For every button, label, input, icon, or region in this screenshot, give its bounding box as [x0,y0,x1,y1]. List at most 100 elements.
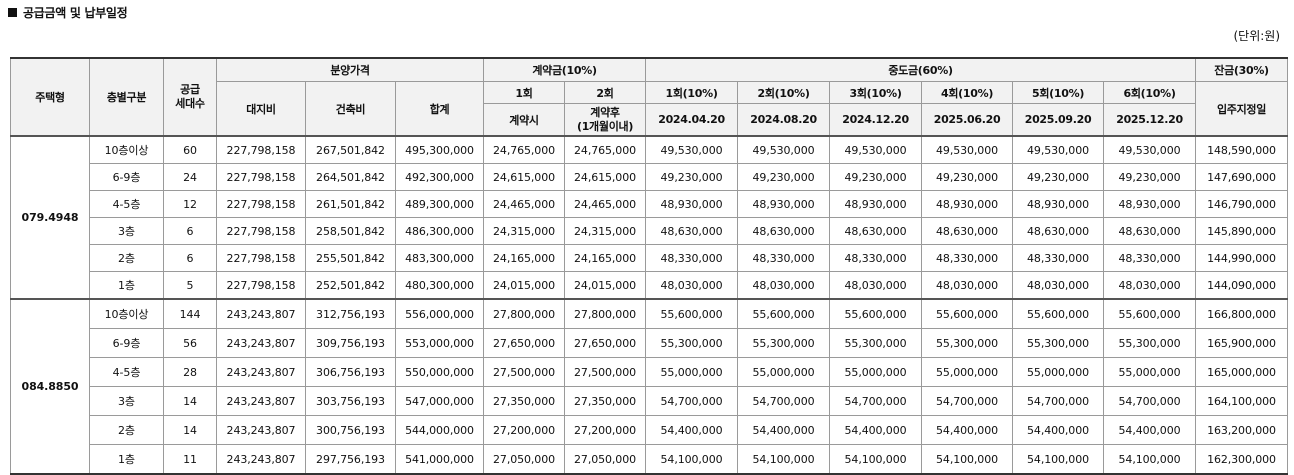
middle-payment-cell: 55,600,000 [1012,298,1105,329]
units-cell: 24 [163,163,217,191]
balance-cell: 144,090,000 [1195,271,1289,300]
deposit-1-cell: 24,765,000 [483,135,566,164]
middle-payment-cell: 55,000,000 [737,357,831,387]
middle-payment-cell: 54,400,000 [1012,415,1105,445]
balance-cell: 144,990,000 [1195,244,1289,272]
header-mid-date: 2024.08.20 [737,103,831,137]
middle-payment-cell: 54,400,000 [737,415,831,445]
middle-payment-cell: 55,000,000 [645,357,739,387]
deposit-2-cell: 24,315,000 [564,217,647,245]
middle-payment-cell: 48,330,000 [645,244,739,272]
deposit-2-cell: 27,650,000 [564,328,647,358]
header-dep2: 2회 [564,81,647,104]
middle-payment-cell: 48,930,000 [1012,190,1105,218]
header-units: 공급 세대수 [163,57,217,137]
middle-payment-cell: 48,330,000 [921,244,1014,272]
middle-payment-cell: 49,530,000 [1012,135,1105,164]
floor-cell: 2층 [89,244,164,272]
deposit-2-cell: 24,015,000 [564,271,647,300]
middle-payment-cell: 49,530,000 [645,135,739,164]
deposit-1-cell: 24,615,000 [483,163,566,191]
deposit-2-cell: 24,465,000 [564,190,647,218]
table-row: 1층 5 227,798,158 252,501,842 480,300,000 24,0… [11,271,1289,300]
units-cell: 14 [163,386,217,416]
building-cost-cell: 258,501,842 [305,217,396,245]
header-mid-label: 3회(10%) [829,81,923,104]
middle-payment-cell: 55,600,000 [829,298,923,329]
table-row: 079.4948 10층이상 60 227,798,158 267,501,842 495… [10,135,1289,300]
building-cost-cell: 264,501,842 [305,163,396,191]
middle-payment-cell: 54,700,000 [1103,386,1197,416]
middle-payment-cell: 48,030,000 [921,271,1014,300]
header-deposit: 계약금(10%) [483,57,647,82]
header-mid-date: 2025.09.20 [1012,103,1105,137]
building-cost-cell: 252,501,842 [305,271,396,300]
total-price-cell: 550,000,000 [394,357,485,387]
floor-cell: 10층이상 [89,135,164,164]
deposit-2-cell: 24,615,000 [564,163,647,191]
unit-label: (단위:원) [1233,29,1280,43]
middle-payment-cell: 48,330,000 [1012,244,1105,272]
total-price-cell: 544,000,000 [394,415,485,445]
header-building: 건축비 [305,81,396,137]
middle-payment-cell: 54,700,000 [921,386,1014,416]
floor-cell: 6-9층 [89,328,164,358]
table-row: 6-9층 24 227,798,158 264,501,842 492,300,000 2… [11,163,1289,191]
middle-payment-cell: 48,630,000 [1012,217,1105,245]
deposit-1-cell: 27,500,000 [483,357,566,387]
header-mid-label: 6회(10%) [1103,81,1197,104]
price-schedule-table: 주택형 층별구분 공급 세대수 분양가격 계약금(10%) 중도금(60%) 잔금… [10,57,1289,475]
middle-payment-cell: 49,230,000 [1103,163,1197,191]
balance-cell: 145,890,000 [1195,217,1289,245]
balance-cell: 147,690,000 [1195,163,1289,191]
middle-payment-cell: 55,600,000 [737,298,831,329]
middle-payment-cell: 49,530,000 [737,135,831,164]
total-price-cell: 541,000,000 [394,444,485,475]
land-cost-cell: 243,243,807 [216,328,306,358]
table-header: 주택형 층별구분 공급 세대수 분양가격 계약금(10%) 중도금(60%) 잔금… [10,57,1289,137]
units-cell: 14 [163,415,217,445]
balance-cell: 146,790,000 [1195,190,1289,218]
middle-payment-cell: 49,530,000 [921,135,1014,164]
floor-cell: 3층 [89,386,164,416]
deposit-2-cell: 27,200,000 [564,415,647,445]
building-cost-cell: 255,501,842 [305,244,396,272]
header-mid-date: 2025.12.20 [1103,103,1197,137]
middle-payment-cell: 55,000,000 [829,357,923,387]
middle-payment-cell: 48,630,000 [737,217,831,245]
total-price-cell: 547,000,000 [394,386,485,416]
unit-type-cell: 079.4948 [10,135,90,300]
middle-payment-cell: 48,030,000 [1012,271,1105,300]
units-cell: 28 [163,357,217,387]
balance-cell: 163,200,000 [1195,415,1289,445]
middle-payment-cell: 55,300,000 [829,328,923,358]
balance-cell: 166,800,000 [1195,298,1289,329]
land-cost-cell: 227,798,158 [216,135,306,164]
header-dep1-when: 계약시 [483,103,566,137]
header-mid-label: 4회(10%) [921,81,1014,104]
middle-payment-cell: 49,230,000 [1012,163,1105,191]
middle-payment-cell: 55,300,000 [737,328,831,358]
header-dep1: 1회 [483,81,566,104]
floor-cell: 1층 [89,444,164,475]
middle-payment-cell: 54,100,000 [1012,444,1105,475]
middle-payment-cell: 55,300,000 [645,328,739,358]
middle-payment-cell: 54,100,000 [1103,444,1197,475]
middle-payment-cell: 49,230,000 [645,163,739,191]
total-price-cell: 486,300,000 [394,217,485,245]
header-mid-label: 1회(10%) [645,81,739,104]
middle-payment-cell: 48,330,000 [1103,244,1197,272]
table-row: 2층 14 243,243,807 300,756,193 544,000,000 27,… [11,415,1289,445]
header-mid-label: 2회(10%) [737,81,831,104]
middle-payment-cell: 48,930,000 [921,190,1014,218]
building-cost-cell: 297,756,193 [305,444,396,475]
middle-payment-cell: 55,000,000 [1012,357,1105,387]
middle-payment-cell: 54,100,000 [737,444,831,475]
land-cost-cell: 243,243,807 [216,357,306,387]
header-balance-when: 입주지정일 [1195,81,1289,137]
middle-payment-cell: 55,600,000 [645,298,739,329]
header-land: 대지비 [216,81,306,137]
header-mid-label: 5회(10%) [1012,81,1105,104]
land-cost-cell: 227,798,158 [216,217,306,245]
header-total: 합계 [394,81,485,137]
